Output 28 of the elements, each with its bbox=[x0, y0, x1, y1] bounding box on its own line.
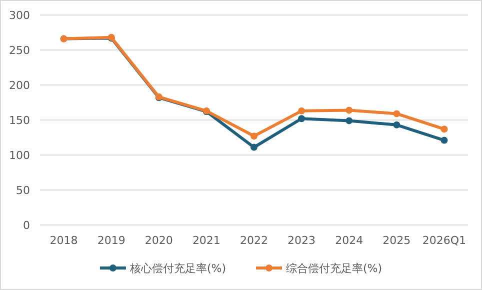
y-tick-label: 0 bbox=[23, 219, 30, 232]
point bbox=[298, 107, 306, 114]
point bbox=[393, 110, 400, 118]
y-tick-label: 100 bbox=[9, 149, 30, 162]
x-tick-label: 2022 bbox=[240, 234, 268, 247]
y-tick-label: 50 bbox=[16, 184, 30, 197]
point bbox=[346, 117, 353, 124]
y-tick-label: 200 bbox=[9, 79, 30, 92]
x-tick-label: 2023 bbox=[288, 234, 316, 247]
x-tick-label: 2024 bbox=[335, 234, 364, 247]
x-tick-label: 2026Q1 bbox=[422, 234, 466, 247]
legend-label: 核心偿付充足率(%) bbox=[128, 262, 226, 275]
point bbox=[250, 132, 258, 140]
y-tick-label: 150 bbox=[9, 114, 30, 127]
x-tick-label: 2020 bbox=[144, 234, 173, 247]
x-tick-label: 2018 bbox=[50, 234, 78, 247]
point bbox=[393, 121, 400, 128]
point bbox=[440, 136, 448, 144]
legend-label: 综合偿付充足率(%) bbox=[286, 262, 382, 275]
y-tick-label: 300 bbox=[9, 9, 30, 22]
y-tick-label: 250 bbox=[9, 44, 30, 57]
point bbox=[250, 144, 258, 151]
point bbox=[298, 115, 306, 122]
point bbox=[346, 106, 353, 114]
x-tick-label: 2021 bbox=[192, 234, 220, 247]
x-tick-label: 2025 bbox=[382, 234, 411, 247]
point bbox=[440, 126, 448, 133]
x-tick-label: 2019 bbox=[97, 234, 126, 247]
